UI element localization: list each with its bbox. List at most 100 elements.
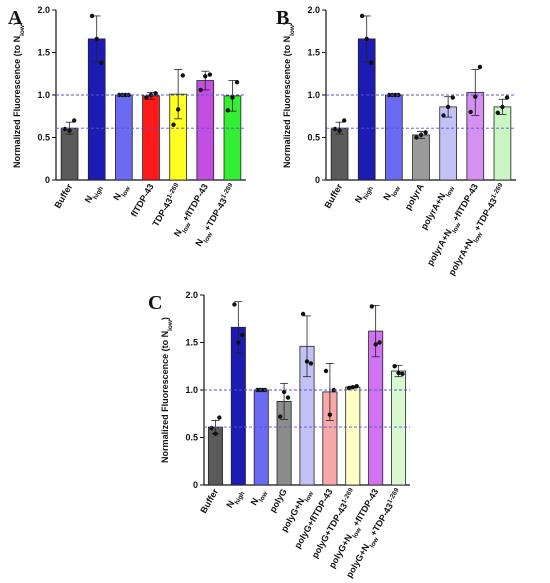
bar xyxy=(439,106,457,181)
text-piece: N xyxy=(224,499,236,510)
y-tick-label: 0.5 xyxy=(185,433,198,443)
y-tick-label: 0.5 xyxy=(307,133,320,143)
y-tick-label: 1.5 xyxy=(37,48,50,58)
text-piece: Normalized Fluorescence (to N xyxy=(12,36,22,168)
text-piece: Buffer xyxy=(198,487,220,515)
data-point xyxy=(359,13,365,19)
y-tick-label: 1.5 xyxy=(185,338,198,348)
data-point xyxy=(332,126,338,132)
data-point xyxy=(203,74,208,79)
data-point xyxy=(504,95,510,100)
subscript: high xyxy=(92,185,105,200)
data-point xyxy=(144,95,149,100)
text-piece: N xyxy=(249,496,261,507)
data-point xyxy=(387,92,392,98)
text-piece: N xyxy=(353,194,365,205)
x-tick-label: polyrA xyxy=(403,182,426,212)
x-tick-label: Buffer xyxy=(52,182,74,210)
superscript: 1-269 xyxy=(340,486,355,504)
subscript: high xyxy=(233,490,246,505)
text-piece: N xyxy=(381,191,393,202)
y-tick-label: 0 xyxy=(193,480,198,490)
bar xyxy=(196,80,215,181)
superscript: 1-269 xyxy=(386,486,401,504)
data-point xyxy=(171,122,176,127)
data-point xyxy=(123,92,128,98)
data-point xyxy=(400,371,405,377)
data-point xyxy=(445,104,451,110)
data-point xyxy=(441,113,446,118)
subscript: low xyxy=(451,221,463,235)
text-piece: TDP-43 xyxy=(150,196,174,228)
text-piece: polyrA xyxy=(403,182,426,212)
text-piece: Buffer xyxy=(322,182,344,210)
text-piece: N xyxy=(111,191,123,202)
x-tick-label: Buffer xyxy=(322,182,344,210)
subscript: low xyxy=(19,24,26,36)
data-point xyxy=(341,118,347,123)
y-tick-label: 2.0 xyxy=(37,5,50,15)
bar xyxy=(385,94,403,181)
subscript: low xyxy=(390,184,402,198)
text-piece: ) xyxy=(282,22,292,25)
y-tick-label: 1.5 xyxy=(307,48,320,58)
text-piece: +TDP-43 xyxy=(202,196,229,232)
data-point xyxy=(285,395,291,400)
data-point xyxy=(278,414,283,419)
subscript: low xyxy=(472,230,484,244)
data-point xyxy=(234,80,240,85)
subscript: low xyxy=(181,221,193,235)
data-point xyxy=(94,36,99,42)
data-point xyxy=(369,60,374,65)
data-point xyxy=(175,107,181,112)
superscript: 1-269 xyxy=(490,181,505,199)
data-point xyxy=(230,95,235,100)
data-point xyxy=(207,72,213,77)
bar xyxy=(330,127,349,181)
subscript: low xyxy=(368,535,380,549)
subscript: low xyxy=(120,184,132,198)
error-bar xyxy=(325,362,334,421)
x-tick-label: Nlow xyxy=(111,181,132,204)
superscript: 1-269 xyxy=(165,181,180,199)
data-point xyxy=(393,92,398,98)
bar xyxy=(493,106,512,181)
data-point xyxy=(308,361,314,366)
data-point xyxy=(396,370,401,376)
error-bar xyxy=(303,315,311,378)
subscript: high xyxy=(362,185,375,200)
data-point xyxy=(180,73,185,78)
text-piece: +flTDP-43 xyxy=(180,182,210,223)
y-tick-label: 0 xyxy=(315,175,320,185)
x-tick-label: polyG xyxy=(267,487,288,514)
data-point xyxy=(209,425,214,431)
data-point xyxy=(217,415,222,420)
data-point xyxy=(468,109,473,115)
bar xyxy=(412,134,430,181)
data-point xyxy=(89,13,95,19)
text-piece: Buffer xyxy=(52,182,74,210)
data-point xyxy=(418,132,424,138)
data-point xyxy=(477,64,483,70)
y-axis-label: Normalized Fluorescence (to Nlow) xyxy=(282,22,296,168)
x-tick-label: Buffer xyxy=(198,487,220,515)
y-tick-label: 2.0 xyxy=(185,290,198,300)
data-point xyxy=(450,95,455,100)
subscript: low xyxy=(289,24,296,36)
bar xyxy=(60,127,79,181)
data-point xyxy=(240,332,245,338)
subscript: low xyxy=(202,230,214,244)
data-point xyxy=(225,108,231,113)
data-point xyxy=(346,385,352,391)
data-point xyxy=(213,431,218,436)
x-tick-label: Nlow xyxy=(381,181,402,204)
data-point xyxy=(281,389,287,395)
data-point xyxy=(377,340,382,345)
x-tick-label: Nhigh xyxy=(83,182,105,206)
text-piece: flTDP-43 xyxy=(129,182,156,219)
text-piece: polyrA+N xyxy=(419,191,448,231)
x-tick-label: Nhigh xyxy=(353,182,375,206)
data-point xyxy=(331,387,336,393)
subscript: low xyxy=(303,489,315,503)
bar xyxy=(115,94,133,181)
